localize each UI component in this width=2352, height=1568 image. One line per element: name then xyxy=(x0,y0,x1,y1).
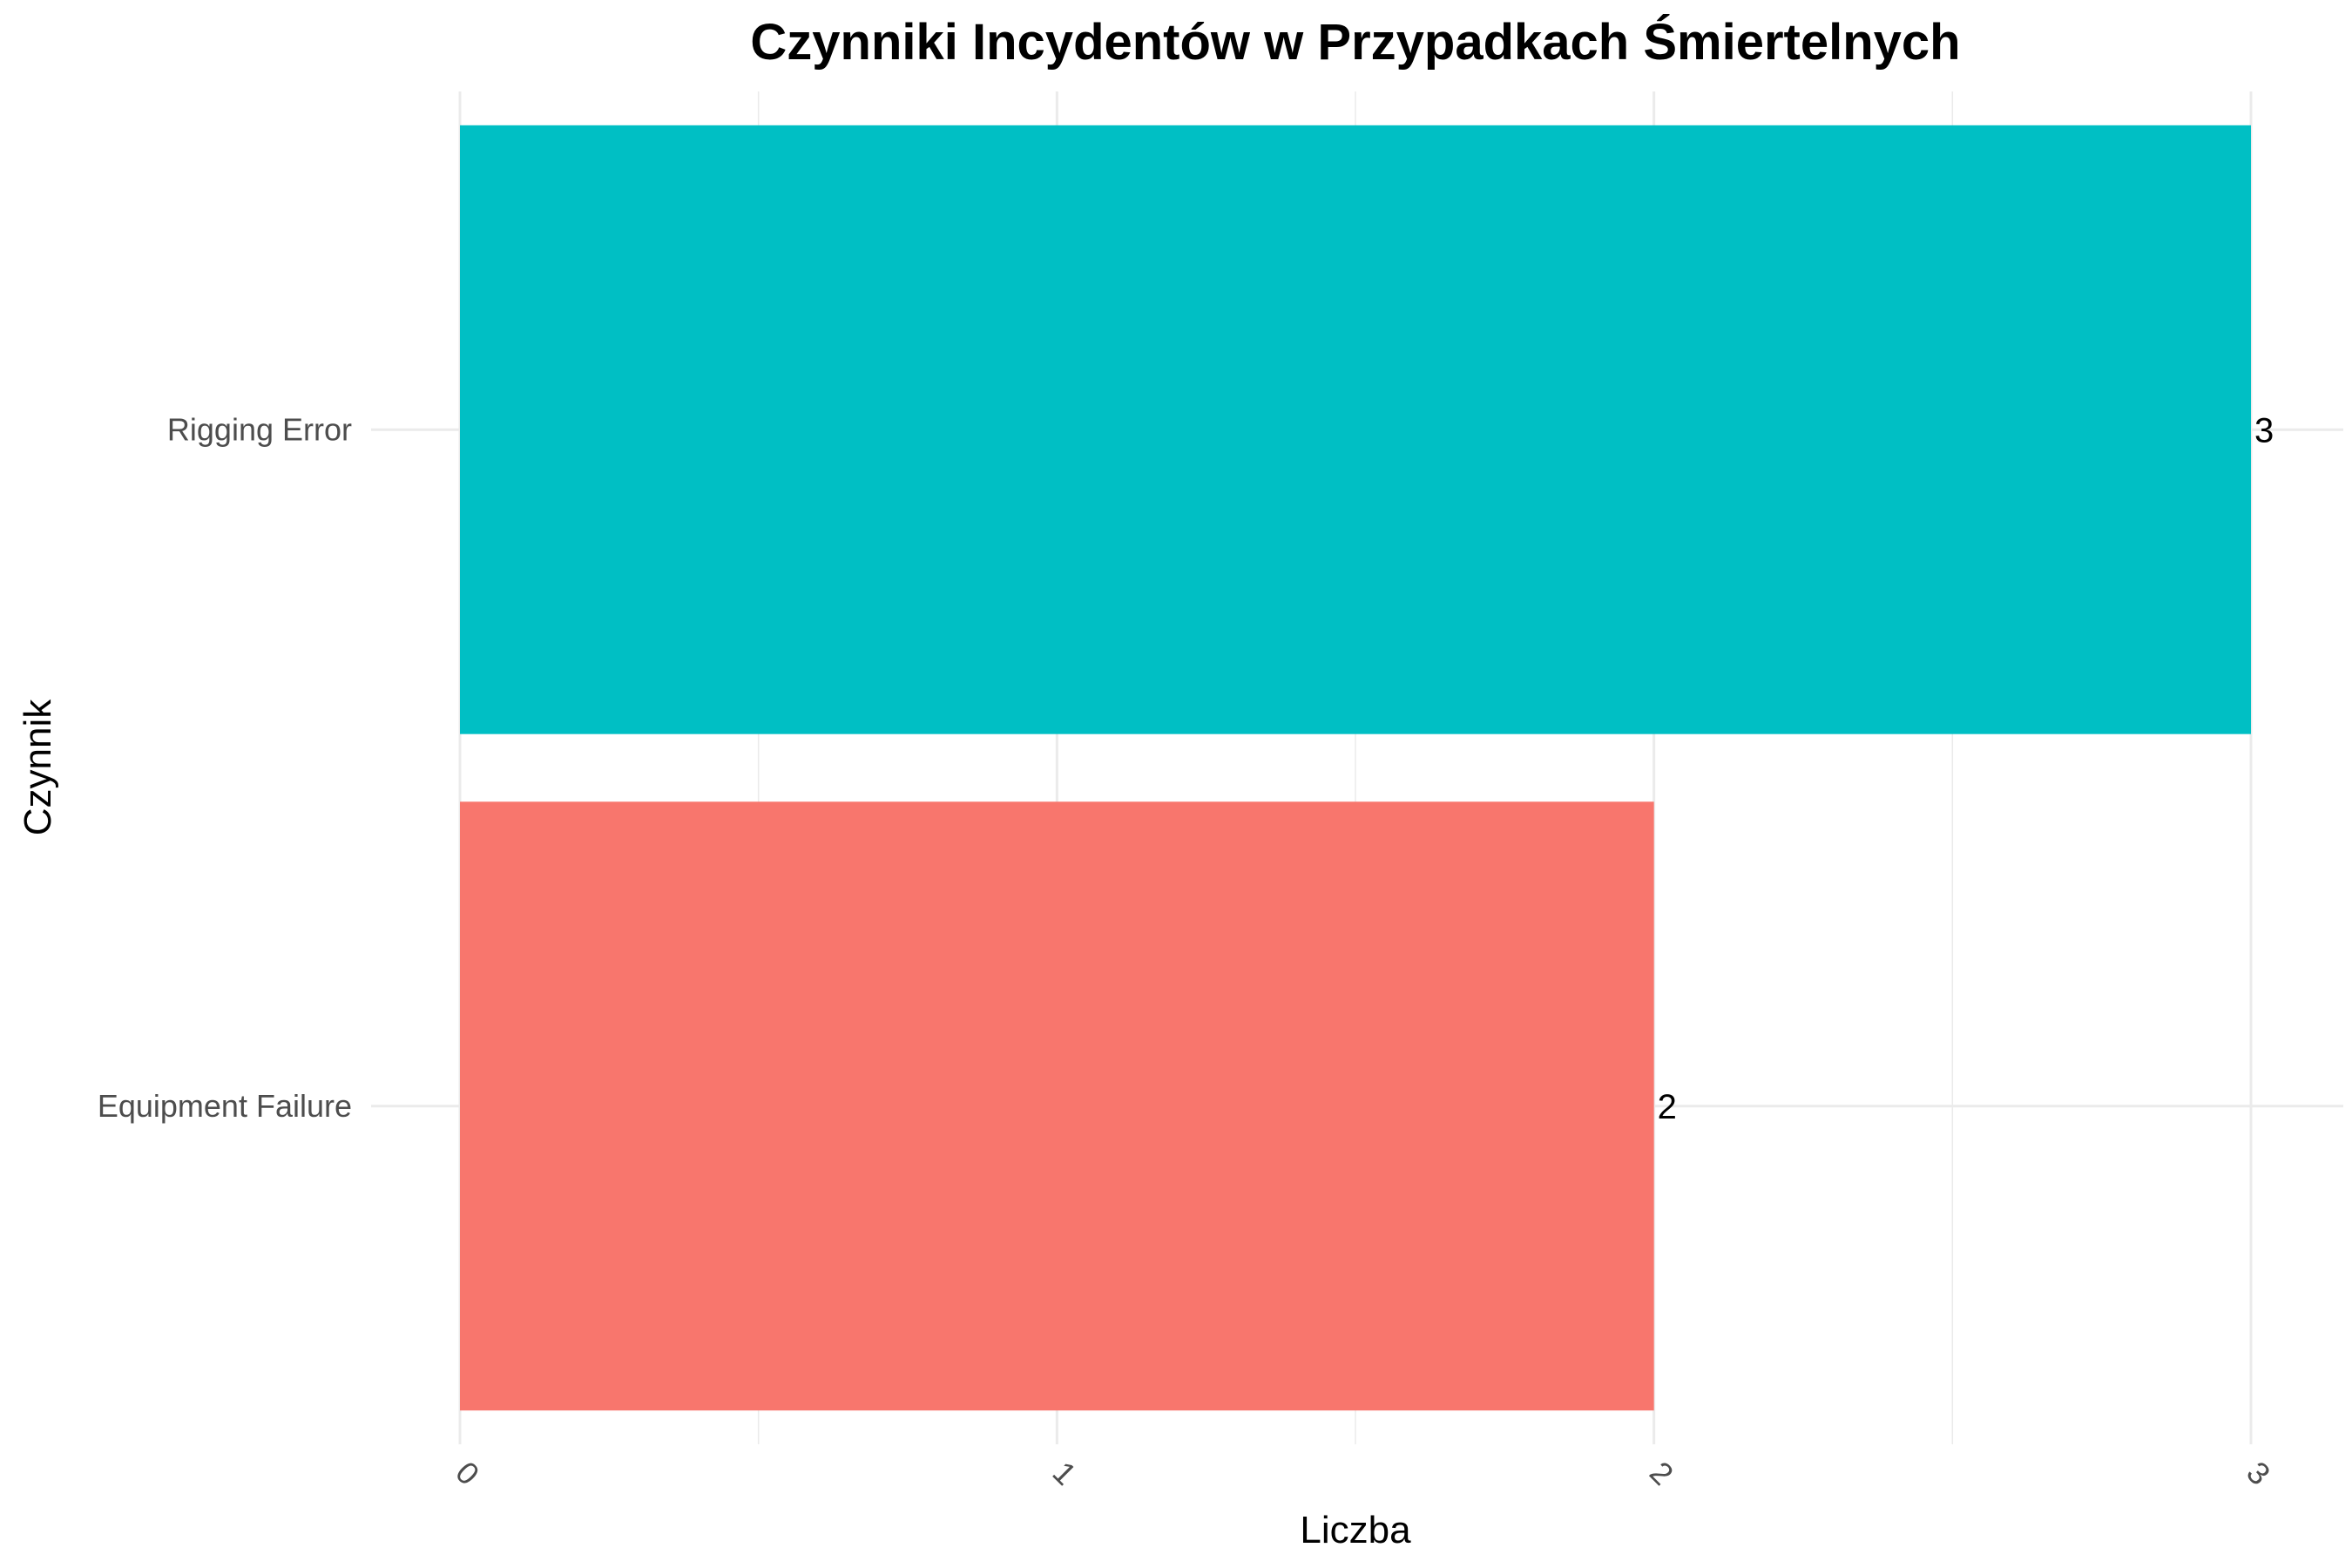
bar xyxy=(460,801,1654,1411)
x-axis-title: Liczba xyxy=(1300,1509,1411,1551)
x-tick-label: 3 xyxy=(2240,1455,2277,1492)
data-label: 2 xyxy=(1658,1088,1677,1126)
x-tick-label: 1 xyxy=(1046,1455,1084,1492)
x-tick-label: 0 xyxy=(449,1455,486,1492)
bar xyxy=(460,125,2251,734)
x-tick-label: 2 xyxy=(1643,1455,1680,1492)
chart-title: Czynniki Incydentów w Przypadkach Śmiert… xyxy=(750,14,1960,71)
y-tick-label: Equipment Failure xyxy=(98,1088,352,1124)
bar-layer xyxy=(460,125,2251,1411)
data-label: 3 xyxy=(2254,411,2274,449)
y-axis-title: Czynnik xyxy=(17,699,59,835)
y-tick-label: Rigging Error xyxy=(167,411,352,447)
